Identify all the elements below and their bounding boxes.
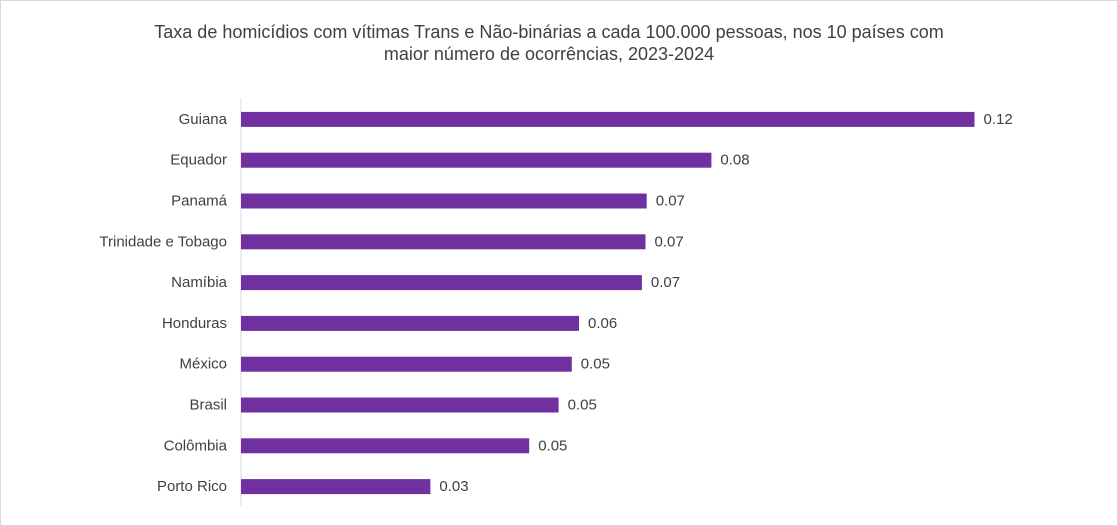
chart-title-line-2: maior número de ocorrências, 2023-2024 [383,44,715,64]
category-label: Trinidade e Tobago [99,233,227,250]
category-label: Namíbia [171,274,228,291]
category-label: Guiana [179,111,228,128]
category-label: Porto Rico [157,478,227,495]
category-label: Colômbia [164,437,228,454]
data-label: 0.03 [439,478,468,495]
bar [241,356,572,372]
chart-title: Taxa de homicídios com vítimas Trans e N… [1,21,1097,65]
category-label: Panamá [171,193,228,210]
bar [241,275,642,291]
data-label: 0.07 [651,274,680,291]
bar [241,152,712,168]
data-label: 0.06 [588,315,617,332]
category-label: Honduras [162,315,227,332]
bar [241,111,975,127]
chart-title-line-1: Taxa de homicídios com vítimas Trans e N… [154,22,944,42]
data-label: 0.07 [655,233,684,250]
category-label: Brasil [189,397,227,414]
bar [241,193,647,209]
data-label: 0.05 [538,437,567,454]
bar [241,397,559,413]
bar [241,479,431,495]
bar [241,315,579,331]
data-label: 0.05 [581,356,610,373]
data-label: 0.08 [720,152,749,169]
data-label: 0.05 [568,397,597,414]
category-label: México [179,356,227,373]
data-label: 0.07 [656,193,685,210]
bar [241,234,646,250]
category-label: Equador [170,152,227,169]
bar [241,438,530,454]
data-label: 0.12 [984,111,1013,128]
